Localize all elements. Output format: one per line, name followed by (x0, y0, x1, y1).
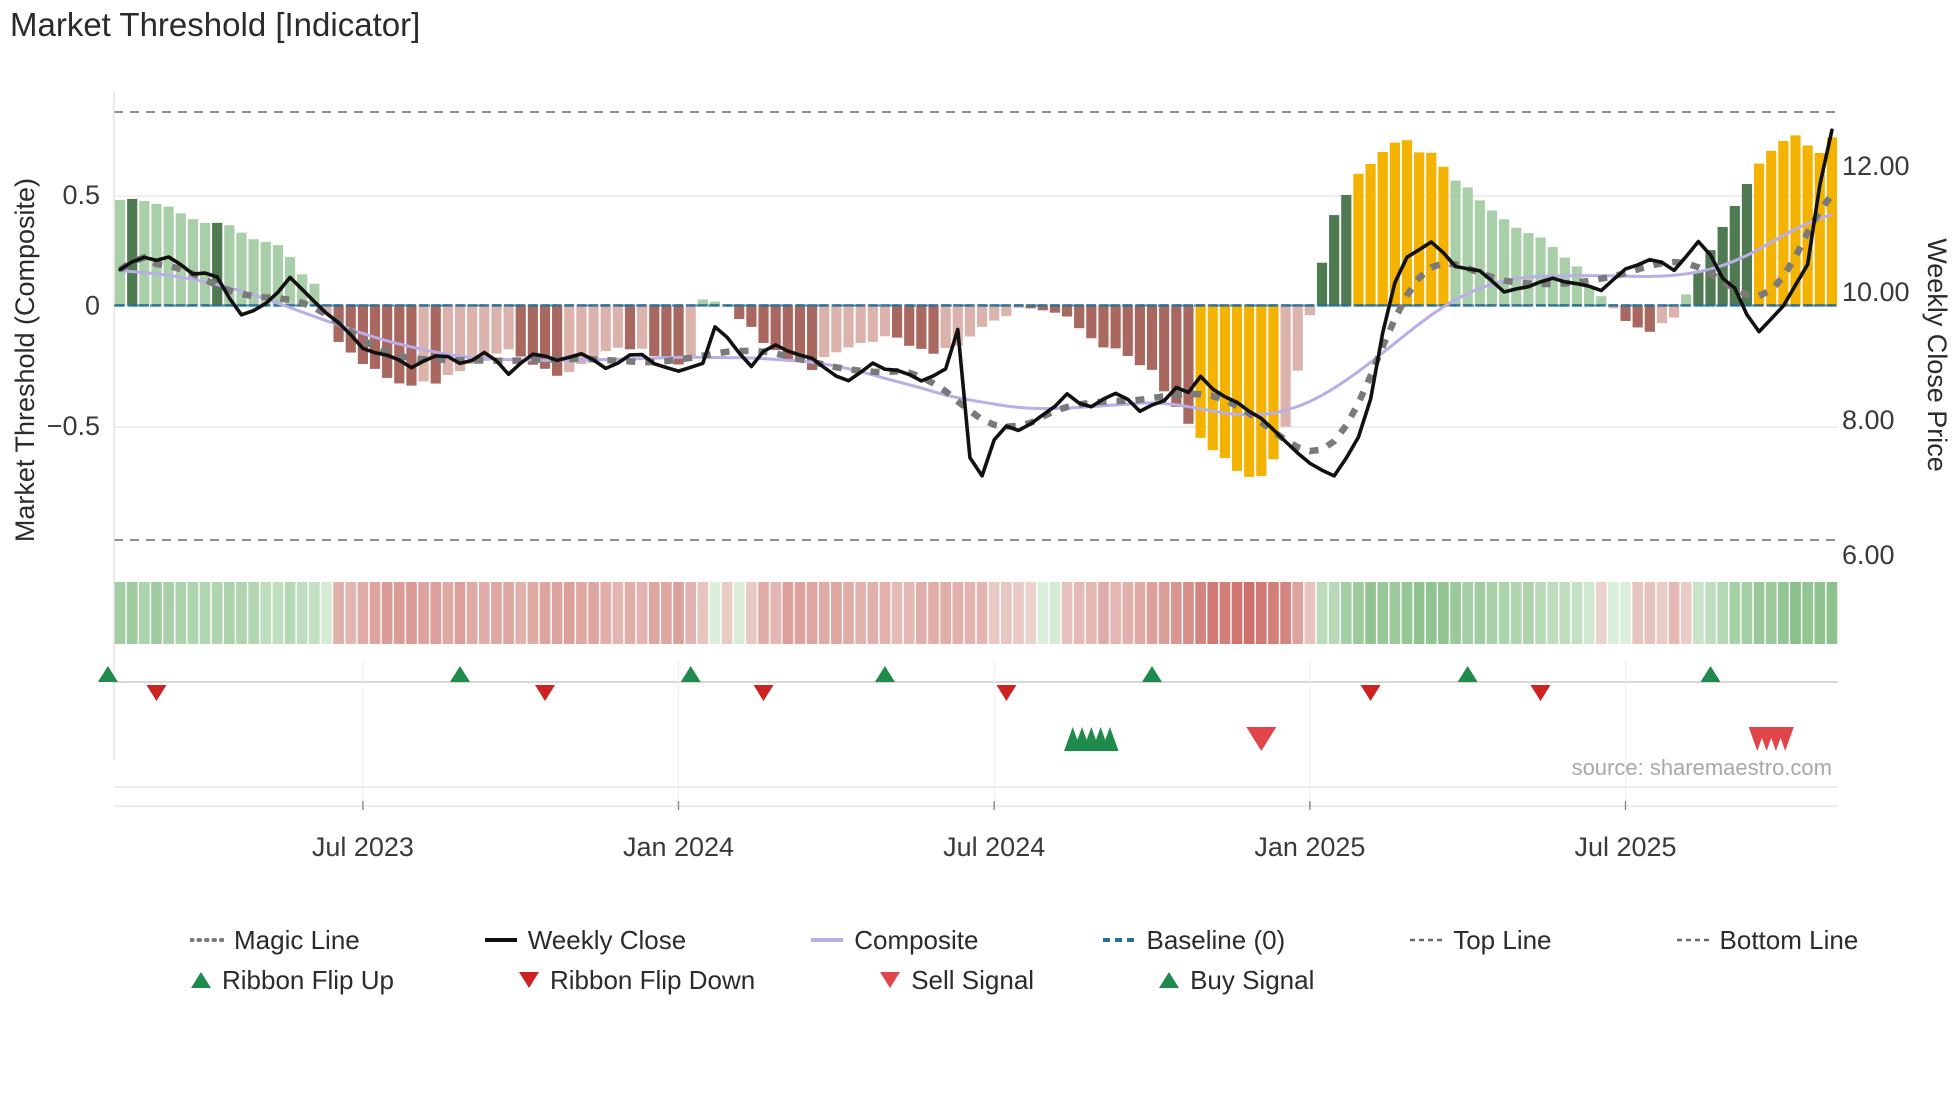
svg-text:0: 0 (85, 291, 100, 321)
svg-text:0.5: 0.5 (62, 180, 100, 210)
svg-text:Jul 2024: Jul 2024 (943, 832, 1045, 862)
svg-text:Jan 2024: Jan 2024 (623, 832, 734, 862)
svg-text:10.00: 10.00 (1842, 277, 1910, 307)
svg-text:−0.5: −0.5 (47, 411, 100, 441)
svg-text:8.00: 8.00 (1842, 405, 1895, 435)
svg-text:12.00: 12.00 (1842, 151, 1910, 181)
svg-text:Jan 2025: Jan 2025 (1254, 832, 1365, 862)
svg-text:source: sharemaestro.com: source: sharemaestro.com (1572, 755, 1832, 780)
svg-text:Jul 2023: Jul 2023 (312, 832, 414, 862)
svg-text:6.00: 6.00 (1842, 540, 1895, 570)
svg-text:Jul 2025: Jul 2025 (1574, 832, 1676, 862)
